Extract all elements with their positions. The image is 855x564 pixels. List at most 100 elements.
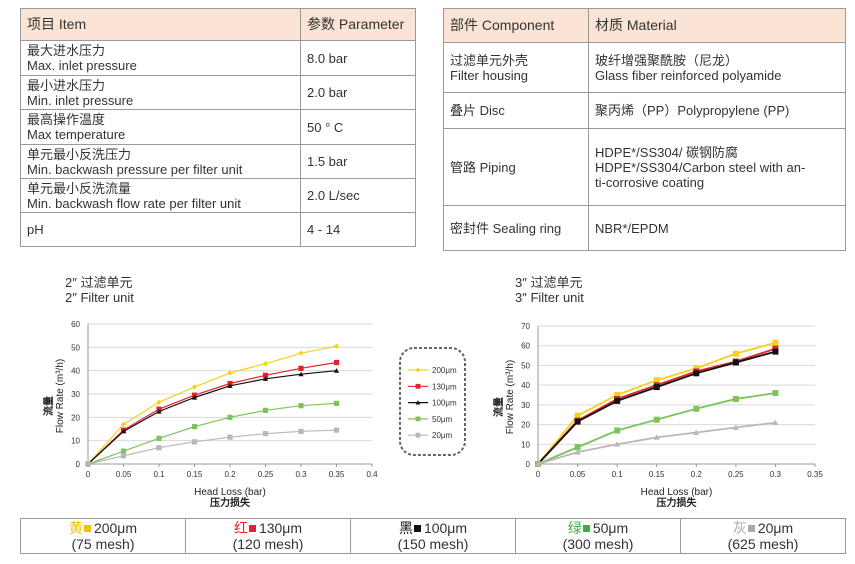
mesh-count: (150 mesh) <box>397 536 469 552</box>
marker <box>227 434 233 440</box>
table-cell: 管路 Piping <box>443 128 589 206</box>
marker <box>772 419 779 425</box>
y-tick-label: 10 <box>521 440 530 449</box>
marker <box>574 412 581 419</box>
table-cell: 过滤单元外壳 Filter housing <box>443 42 589 93</box>
cell-line: 2.0 bar <box>307 85 348 100</box>
marker <box>614 397 621 404</box>
y-tick-label: 20 <box>521 421 530 430</box>
cell-line: 单元最小反洗流量 <box>27 180 132 196</box>
marker <box>535 461 541 467</box>
marker <box>262 376 269 381</box>
marker <box>262 361 269 367</box>
marker <box>415 367 421 373</box>
marker <box>262 407 269 413</box>
marker <box>227 383 233 388</box>
legend-label: 50μm <box>432 415 453 424</box>
x-tick-label: 0.4 <box>366 470 378 479</box>
header-cell: 参数 Parameter <box>300 8 416 41</box>
marker <box>732 359 739 366</box>
x-tick-label: 0.05 <box>116 470 132 479</box>
marker <box>298 365 304 371</box>
legend-label: 130μm <box>432 382 457 391</box>
y-axis-label: Flow Rate (m³/h) <box>505 360 516 434</box>
y-tick-label: 50 <box>71 343 80 352</box>
table-cell: 单元最小反洗压力 Min. backwash pressure per filte… <box>20 144 301 179</box>
marker <box>653 377 660 384</box>
x-tick-label: 0.15 <box>649 470 665 479</box>
x-tick-label: 0.2 <box>691 470 703 479</box>
marker <box>262 372 269 378</box>
cell-line: Max. inlet pressure <box>27 58 137 73</box>
marker <box>227 370 233 376</box>
marker <box>191 439 198 445</box>
cell-line: 1.5 bar <box>307 154 348 169</box>
header-cell: 项目 Item <box>20 8 301 41</box>
cell-line: 叠片 Disc <box>450 103 505 118</box>
mesh-line: 灰 20μm <box>687 520 839 536</box>
x-tick-label: 0.05 <box>570 470 586 479</box>
x-tick-label: 0.25 <box>258 470 274 479</box>
color-word: 黄 <box>68 520 83 536</box>
mesh-table: 黄 200μm (75 mesh) 红 130μm (120 mesh) 黑 100μm (15… <box>20 518 846 554</box>
marker <box>614 441 621 447</box>
marker <box>415 383 421 389</box>
y-tick-label: 50 <box>521 361 530 370</box>
color-swatch <box>83 525 91 532</box>
marker <box>333 400 340 406</box>
marker <box>191 384 198 390</box>
header-cell: 部件 Component <box>443 8 589 43</box>
marker <box>772 339 779 346</box>
cell-line: 密封件 Sealing ring <box>450 220 562 236</box>
x-tick-label: 0.3 <box>770 470 782 479</box>
marker <box>614 427 621 434</box>
cell-line: Min. backwash pressure per filter unit <box>27 161 243 177</box>
mesh-cell: 黄 200μm (75 mesh) <box>20 518 186 554</box>
color-swatch <box>747 525 755 532</box>
marker <box>156 408 162 414</box>
mesh-count: (300 mesh) <box>562 536 634 552</box>
marker <box>298 350 304 356</box>
mesh-size: 130μm <box>258 520 303 536</box>
legend-label: 200μm <box>432 366 457 375</box>
y-tick-label: 30 <box>521 401 530 410</box>
cell-line: 过滤单元外壳 <box>450 52 529 68</box>
table-cell: 50 ° C <box>300 109 416 145</box>
chart-title: 3″ Filter unit <box>515 290 584 305</box>
cell-line: Filter housing <box>450 67 529 83</box>
series-line <box>87 345 337 465</box>
cell-line: HDPE*/SS304/ 碳钢防腐 <box>595 144 739 160</box>
y-tick-label: 0 <box>76 460 81 469</box>
mesh-size: 20μm <box>757 520 794 536</box>
marker <box>653 416 660 423</box>
mesh-line: 红 130μm <box>192 520 344 536</box>
marker <box>227 414 233 420</box>
chart-title: 2″ Filter unit <box>65 290 134 305</box>
cell-line: 玻纤增强聚酰胺（尼龙） <box>595 52 739 68</box>
mesh-cell: 红 130μm (120 mesh) <box>185 518 351 554</box>
cell-line: 2.0 L/sec <box>307 188 360 203</box>
mesh-count: (625 mesh) <box>727 536 799 552</box>
x-tick-label: 0.35 <box>329 470 345 479</box>
legend-box <box>399 347 466 456</box>
cell-line: 4 - 14 <box>307 222 341 237</box>
mesh-size: 200μm <box>93 520 138 536</box>
marker <box>574 418 581 425</box>
marker <box>298 403 304 409</box>
cell-line: HDPE*/SS304/Carbon steel with an- <box>595 159 806 175</box>
table-row: 管路 Piping HDPE*/SS304/ 碳钢防腐 HDPE*/SS304/Ca… <box>443 128 846 206</box>
mesh-line: 绿 50μm <box>522 520 674 536</box>
series-line <box>537 347 776 465</box>
table-cell: 2.0 L/sec <box>300 178 416 213</box>
mesh-line: 黄 200μm <box>27 520 179 536</box>
table-cell: 1.5 bar <box>300 144 416 179</box>
marker <box>732 350 739 357</box>
mesh-size: 50μm <box>592 520 629 536</box>
mesh-count: (120 mesh) <box>232 536 304 552</box>
table-row: pH 4 - 14 <box>20 212 416 247</box>
marker <box>693 429 700 435</box>
y-tick-label: 60 <box>521 342 530 351</box>
marker <box>693 405 700 412</box>
marker <box>614 392 621 398</box>
